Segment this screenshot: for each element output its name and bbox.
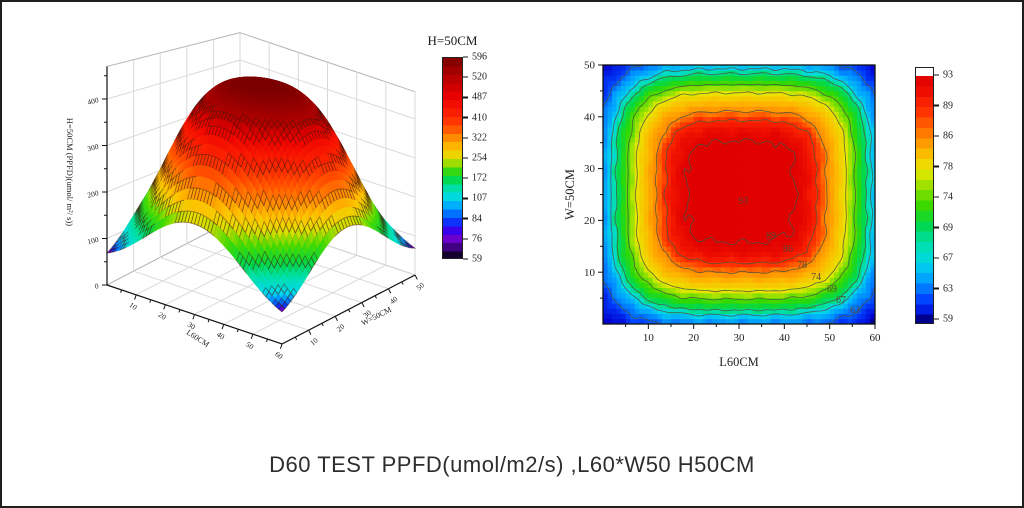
svg-text:10: 10 — [127, 300, 139, 312]
colorbar-tick: 89 — [934, 100, 953, 111]
colorbar-tick: 78 — [934, 161, 953, 172]
svg-text:20: 20 — [335, 322, 347, 334]
contour-lines — [602, 64, 876, 325]
svg-text:60: 60 — [273, 349, 285, 361]
colorbar-tick: 410 — [463, 112, 487, 123]
svg-text:200: 200 — [86, 188, 99, 200]
surface-mesh — [105, 76, 417, 313]
colorbar-tick: 84 — [463, 213, 482, 224]
contour-value-label: 74 — [811, 272, 821, 283]
colorbar-tick: 76 — [463, 233, 482, 244]
svg-text:0: 0 — [94, 281, 100, 291]
colorbar-tick: 487 — [463, 92, 487, 103]
colorbar-tick: 596 — [463, 52, 487, 63]
contour-value-label: 89 — [766, 231, 776, 242]
colorbar-tick: 59 — [934, 314, 953, 325]
contour-value-label: 86 — [783, 244, 793, 255]
contour-x-axis-label: L60CM — [719, 355, 759, 369]
contour-colorbar-ticks: 93 89 86 78 74 69 67 63 59 — [934, 67, 980, 325]
contour-heatmap — [603, 65, 876, 325]
svg-text:30: 30 — [361, 308, 373, 320]
caption-text: D60 TEST PPFD(umol/m2/s) ,L60*W50 H50CM — [269, 452, 755, 477]
surface-x-axis-label: L60CM — [185, 328, 211, 349]
svg-text:40: 40 — [215, 330, 227, 342]
svg-text:300: 300 — [86, 142, 99, 154]
colorbar-tick: 172 — [463, 173, 487, 184]
svg-text:10: 10 — [308, 336, 320, 348]
colorbar-tick: 86 — [934, 131, 953, 142]
surface-colorbar-title: H=50CM — [427, 33, 478, 48]
colorbar-tick: 107 — [463, 193, 487, 204]
svg-text:400: 400 — [86, 95, 99, 107]
contour-value-label: 67 — [836, 295, 846, 306]
colorbar-tick: 322 — [463, 132, 487, 143]
surface-colorbar-ticks: 596 520 487 410 322 254 172 107 84 76 59 — [463, 52, 509, 265]
surface-plot-3d: 10 20 30 40 50 60 10 20 30 40 50 0 100 200 300 400 L60CM… — [65, 32, 426, 361]
surface-colorbar-bar — [442, 57, 463, 259]
contour-value-label: 93 — [738, 196, 748, 207]
svg-text:100: 100 — [86, 235, 99, 247]
colorbar-tick: 63 — [934, 283, 953, 294]
colorbar-tick: 74 — [934, 192, 953, 203]
surface-colorbar: H=50CM 596 520 487 410 322 254 172 107 84 76 59 — [428, 33, 487, 265]
colorbar-tick: 520 — [463, 72, 487, 83]
contour-colorbar-bar — [915, 67, 934, 324]
contour-value-label: 69 — [827, 284, 837, 295]
svg-text:50: 50 — [415, 280, 427, 292]
contour-value-label: 78 — [797, 260, 807, 271]
colorbar-tick: 93 — [934, 70, 953, 81]
colorbar-tick: 69 — [934, 222, 953, 233]
contour-colorbar: 93 89 86 78 74 69 67 63 59 — [915, 67, 953, 325]
svg-text:50: 50 — [244, 340, 256, 352]
colorbar-tick: 59 — [463, 254, 482, 265]
colorbar-tick: 67 — [934, 253, 953, 264]
surface-y-axis-label: W=50CM — [360, 305, 393, 328]
svg-text:40: 40 — [388, 294, 400, 306]
surface-axes: 10 20 30 40 50 60 10 20 30 40 50 0 100 200 300 400 L60CM… — [65, 66, 426, 361]
surface-z-axis-label: H=50CM (PPFD)(umol/ m²/ s)) — [65, 118, 75, 226]
svg-text:30: 30 — [186, 320, 198, 332]
svg-text:20: 20 — [157, 310, 169, 322]
colorbar-tick: 254 — [463, 153, 487, 164]
contour-y-axis-label: W=50CM — [563, 169, 577, 220]
contour-value-label: 63 — [850, 305, 860, 316]
